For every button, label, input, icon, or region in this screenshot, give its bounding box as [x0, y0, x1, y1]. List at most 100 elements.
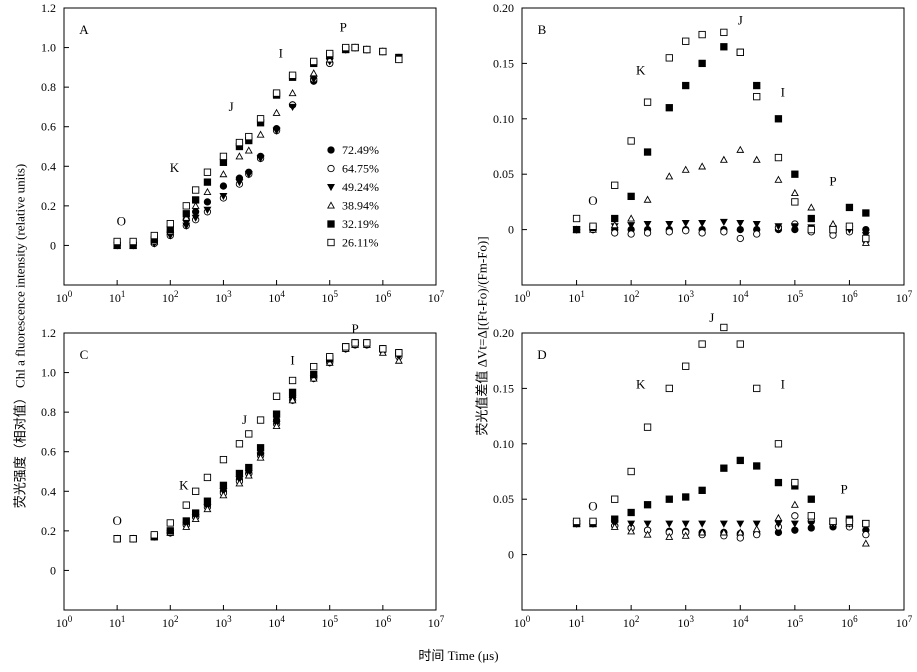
x-tick-label: 104 — [268, 614, 285, 630]
data-point — [611, 495, 619, 503]
series-2 — [113, 341, 403, 543]
phase-label-i: I — [781, 85, 785, 100]
data-point — [752, 155, 761, 163]
data-point — [753, 384, 761, 393]
data-point — [845, 517, 854, 526]
x-tick-label: 106 — [841, 289, 858, 305]
data-point — [256, 444, 265, 452]
series-5 — [572, 28, 870, 243]
data-point — [736, 528, 745, 536]
data-point — [774, 440, 783, 448]
data-point — [611, 229, 619, 237]
data-point — [379, 47, 387, 56]
data-point — [790, 500, 799, 508]
data-point — [113, 237, 121, 246]
y-axis-label-left-text: 荧光强度（相对值） Chl a fluorescence intensity (… — [12, 163, 28, 509]
data-point — [326, 353, 334, 361]
data-point — [326, 49, 334, 58]
data-point — [150, 531, 158, 539]
legend-marker — [327, 183, 335, 192]
data-point — [643, 148, 652, 156]
series-3 — [572, 145, 870, 246]
x-tick-label: 106 — [375, 289, 392, 305]
data-point — [191, 514, 200, 522]
data-point — [288, 88, 297, 97]
x-tick-label: 100 — [56, 614, 73, 630]
data-point — [610, 221, 619, 229]
y-tick-label: 0.15 — [493, 56, 514, 70]
data-point — [845, 203, 854, 212]
data-point — [219, 455, 228, 464]
data-point — [256, 155, 265, 163]
y-tick-label: 0.2 — [41, 524, 56, 538]
data-point — [309, 76, 318, 84]
legend-entry: 49.24% — [342, 180, 379, 194]
phase-label-o: O — [588, 498, 597, 513]
data-point — [245, 132, 253, 141]
data-point — [862, 209, 870, 217]
data-point — [829, 517, 837, 526]
x-tick-label: 106 — [841, 614, 858, 630]
x-tick-label: 101 — [568, 614, 585, 630]
data-point — [129, 535, 137, 543]
data-point — [665, 221, 674, 229]
data-point — [203, 497, 212, 505]
data-point — [191, 196, 200, 204]
data-point — [698, 229, 706, 237]
y-tick-label: 1.2 — [41, 326, 56, 340]
data-point — [572, 517, 581, 526]
phase-label-j: J — [229, 99, 234, 114]
data-point — [682, 37, 690, 45]
phase-label-k: K — [170, 160, 180, 175]
data-point — [235, 138, 244, 147]
y-tick-label: 0.05 — [493, 167, 514, 181]
data-point — [681, 219, 690, 228]
data-point — [643, 501, 652, 509]
data-point — [720, 228, 728, 236]
data-point — [113, 535, 121, 543]
legend-entry: 72.49% — [342, 143, 379, 157]
data-point — [203, 198, 212, 206]
data-point — [720, 323, 728, 332]
data-point — [272, 410, 281, 418]
data-point — [736, 225, 744, 234]
data-point — [736, 48, 744, 56]
data-point — [342, 43, 350, 52]
panel-letter: A — [79, 22, 89, 37]
series-3 — [113, 340, 403, 542]
data-point — [682, 493, 690, 501]
data-point — [774, 115, 783, 123]
series-5 — [572, 323, 870, 528]
data-point — [627, 508, 635, 517]
data-point — [698, 486, 706, 494]
x-tick-label: 105 — [321, 289, 338, 305]
data-point — [862, 519, 870, 528]
data-point — [665, 520, 674, 528]
legend: 72.49% 64.75% 49.24% 38.94% 32.19% 26.11% — [327, 143, 379, 250]
plot-frame — [521, 332, 905, 611]
phase-label-j: J — [709, 310, 714, 325]
data-point — [235, 469, 244, 478]
x-tick-label: 102 — [162, 289, 179, 305]
data-point — [862, 234, 870, 243]
data-point — [829, 225, 837, 234]
data-point — [394, 356, 403, 364]
data-point — [342, 343, 350, 351]
series-0 — [113, 339, 403, 543]
y-tick-label: 1.2 — [41, 1, 56, 15]
data-point — [395, 349, 403, 357]
data-point — [790, 188, 799, 197]
x-tick-label: 107 — [428, 289, 445, 305]
data-point — [351, 339, 359, 347]
data-point — [719, 218, 728, 226]
panel-d: D 100 101 102 103 104 105 106 107 0 0.05 0.10 0.15 0.… — [493, 310, 913, 630]
data-point — [244, 471, 253, 479]
data-point — [219, 192, 228, 201]
data-point — [272, 421, 281, 430]
data-point — [862, 225, 870, 234]
data-point — [203, 206, 212, 214]
x-tick-label: 103 — [677, 289, 694, 305]
data-point — [191, 201, 200, 209]
x-tick-label: 100 — [514, 614, 531, 630]
